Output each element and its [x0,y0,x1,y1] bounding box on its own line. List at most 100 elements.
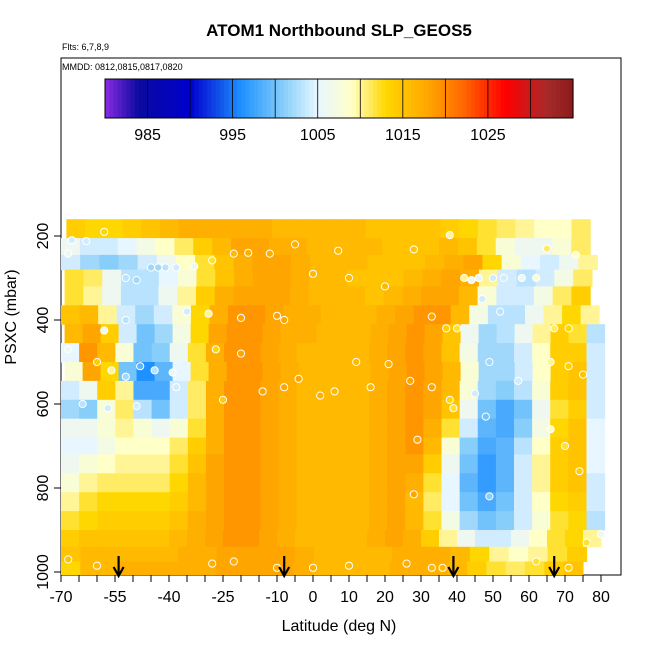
heatmap-cell [79,437,98,455]
heatmap-cell [208,362,228,382]
heatmap-cell [133,530,152,548]
heatmap-cell [463,254,483,271]
colorbar-frame [104,78,574,119]
heatmap-cell [520,254,541,271]
heatmap-cell [532,324,552,344]
heatmap-cell [550,418,569,439]
heatmap-cell [514,492,533,512]
heatmap-cell [405,380,424,401]
heatmap-cell [514,380,533,401]
flight-arrow [112,556,125,579]
heatmap-cell [406,324,426,344]
heatmap-cell [332,380,352,401]
heatmap-cell [508,546,529,562]
observation-point [470,389,480,398]
heatmap-cell [280,362,300,382]
heatmap-cell [151,530,170,548]
heatmap-cell [205,530,224,548]
heatmap-cell [441,380,461,401]
heatmap-cell [459,219,479,239]
heatmap-cell [386,254,407,271]
heatmap-cell [61,511,80,531]
heatmap-cell [477,473,497,493]
heatmap-cell [64,362,84,382]
observation-point [280,315,289,325]
heatmap-cell [533,286,554,306]
heatmap-cell [242,380,261,401]
heatmap-cell [159,219,180,239]
heatmap-cell [102,269,122,287]
heatmap-cell [316,362,336,382]
observation-point [442,324,451,333]
observation-point [132,276,141,285]
heatmap-cell [97,418,116,439]
heatmap-cell [532,454,551,474]
colorbar-segment [130,79,136,118]
heatmap-cell [242,492,261,512]
heatmap-cell [387,343,406,363]
heatmap-cell [332,418,352,439]
heatmap-cell [385,530,404,548]
colorbar-segment [385,79,391,118]
heatmap-cell [190,324,210,344]
observation-point [344,273,354,283]
heatmap-cell [327,286,347,306]
heatmap-cell [550,362,570,382]
observation-point [211,345,220,354]
heatmap-cell [296,492,316,512]
observation-point [499,273,508,283]
heatmap-cell [268,238,289,256]
x-tick-label: 10 [340,589,358,606]
colorbar: 985 995 1005 1015 1025 [104,78,574,144]
heatmap-cell [312,561,333,575]
heatmap-cell [369,511,388,531]
observation-points [64,227,606,572]
heatmap-cell [532,437,551,455]
colorbar-segment [296,79,302,118]
colorbar-segment [339,79,344,118]
colorbar-segment [356,79,361,118]
colorbar-segment [373,79,378,118]
colorbar-segment [173,79,178,118]
heatmap-cell [233,254,254,271]
heatmap-cell [177,286,197,306]
heatmap-cell [97,492,116,512]
colorbar-segment [122,79,127,118]
observation-point [172,263,181,272]
heatmap-cell [505,561,526,575]
heatmap-cell [423,454,443,474]
heatmap-cell [151,454,171,474]
heatmap-cell [562,305,582,325]
heatmap-cell [403,219,423,239]
heatmap-cell [278,418,298,439]
heatmap-cell [495,437,515,455]
heatmap-cell [242,418,261,439]
colorbar-segment [407,79,412,118]
heatmap-cell [424,362,444,382]
observation-point [467,276,476,285]
heatmap-cell [559,254,579,271]
heatmap-cell [514,418,533,439]
colorbar-segment [517,79,523,118]
heatmap-cell [103,219,124,239]
heatmap-cell [387,511,406,531]
heatmap-cell [514,324,534,344]
heatmap-cell [169,454,189,474]
heatmap-cell [496,286,516,306]
y-tick-label: 600 [35,391,52,418]
colorbar-segment [530,79,536,118]
observation-point [546,357,555,367]
heatmap-cell [278,437,298,455]
heatmap-cell [177,561,197,575]
heatmap-cell [423,437,443,455]
heatmap-cell [450,546,471,562]
heatmap-cell [169,530,188,548]
heatmap-cell [409,561,429,575]
observation-point [560,441,570,451]
heatmap-cell [532,343,551,363]
colorbar-segment [253,79,259,118]
heatmap-cell [293,561,313,575]
heatmap-cell [260,454,279,474]
heatmap-cell [98,305,118,325]
heatmap-cell [234,269,254,287]
